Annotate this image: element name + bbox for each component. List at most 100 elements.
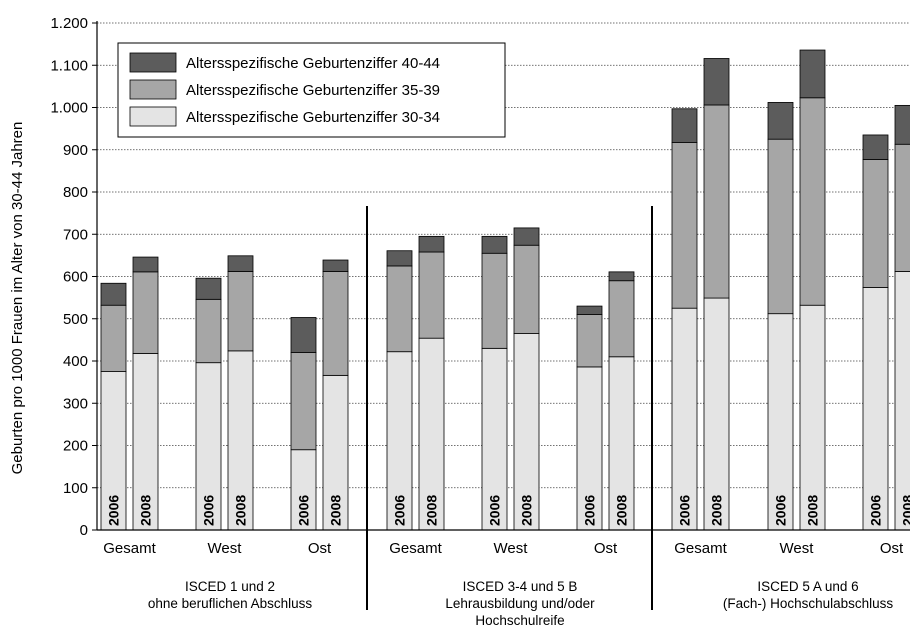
group-label: ohne beruflichen Abschluss <box>148 596 313 611</box>
bar-segment <box>227 255 254 272</box>
y-tick-label: 600 <box>63 269 88 286</box>
x-tick-label: Ost <box>594 540 618 557</box>
bar-year-label: 2008 <box>519 495 535 526</box>
x-tick-label: Gesamt <box>674 540 727 557</box>
y-tick-label: 1.000 <box>50 100 88 117</box>
y-tick-label: 300 <box>63 395 88 412</box>
bar-segment <box>894 143 910 272</box>
group-label: (Fach-) Hochschulabschluss <box>723 596 894 611</box>
bar-segment <box>418 251 445 339</box>
y-tick-label: 500 <box>63 311 88 328</box>
bar-year-label: 2008 <box>709 495 725 526</box>
bar-segment <box>132 352 159 531</box>
bar-year-label: 2008 <box>805 495 821 526</box>
bar-year-label: 2008 <box>614 495 630 526</box>
bar-segment <box>671 142 698 309</box>
y-tick-label: 800 <box>63 184 88 201</box>
group-label: ISCED 5 A und 6 <box>757 579 858 594</box>
legend-swatch <box>129 52 177 73</box>
bar-segment <box>322 271 349 376</box>
legend-label: Altersspezifische Geburtenziffer 40-44 <box>186 55 440 72</box>
bar-segment <box>386 250 413 267</box>
y-tick-label: 700 <box>63 226 88 243</box>
y-tick-label: 400 <box>63 353 88 370</box>
bars: 2006 2008 2006 2008 2006 2008 2006 2008 2006 2008… <box>100 49 910 531</box>
bar-year-label: 2006 <box>487 495 503 526</box>
bar-segment <box>799 97 826 306</box>
legend-label: Altersspezifische Geburtenziffer 35-39 <box>186 82 440 99</box>
bar-year-label: 2008 <box>233 495 249 526</box>
bar-segment <box>703 104 730 299</box>
bar-year-label: 2006 <box>868 495 884 526</box>
y-tick-label: 1.100 <box>50 57 88 74</box>
bar-segment <box>290 449 317 531</box>
x-tick-label: Ost <box>880 540 904 557</box>
bar-segment <box>195 298 222 364</box>
bar-segment <box>227 271 254 352</box>
bar-segment <box>862 159 889 288</box>
bar-segment <box>608 356 635 531</box>
legend-swatch <box>129 106 177 127</box>
bar-segment <box>132 271 159 354</box>
bar-segment <box>100 304 127 372</box>
bar-year-label: 2006 <box>201 495 217 526</box>
x-axis-labels: Gesamt West Ost Gesamt West Ost Gesamt West Ost I… <box>103 206 904 628</box>
bar-segment <box>481 235 508 254</box>
y-tick-label: 0 <box>80 522 88 539</box>
bar-segment <box>608 280 635 358</box>
bar-segment <box>386 265 413 353</box>
bar-segment <box>322 259 349 272</box>
bar-year-label: 2008 <box>328 495 344 526</box>
bar-segment <box>513 333 540 531</box>
bar-segment <box>799 49 826 99</box>
bar-year-label: 2006 <box>677 495 693 526</box>
y-axis: 0 100 200 300 400 500 600 700 800 900 1.000 1.100 1.… <box>50 15 910 539</box>
bar-segment <box>195 277 222 300</box>
bar-year-label: 2006 <box>773 495 789 526</box>
bar-year-label: 2008 <box>900 495 910 526</box>
group-label: ISCED 1 und 2 <box>185 579 275 594</box>
y-tick-label: 200 <box>63 438 88 455</box>
x-tick-label: Gesamt <box>103 540 156 557</box>
bar-segment <box>132 256 159 273</box>
x-tick-label: Gesamt <box>389 540 442 557</box>
bar-segment <box>418 235 445 253</box>
bar-segment <box>608 271 635 282</box>
group-label: ISCED 3-4 und 5 B <box>463 579 578 594</box>
bar-year-label: 2008 <box>138 495 154 526</box>
bar-segment <box>513 244 540 334</box>
bar-segment <box>290 317 317 353</box>
bar-year-label: 2006 <box>392 495 408 526</box>
legend-swatch <box>129 79 177 100</box>
bar-year-label: 2006 <box>106 495 122 526</box>
bar-segment <box>576 314 603 368</box>
x-tick-label: Ost <box>308 540 332 557</box>
bar-segment <box>576 305 603 315</box>
bar-segment <box>862 134 889 160</box>
bar-segment <box>322 374 349 531</box>
legend: Altersspezifische Geburtenziffer 40-44 Al… <box>117 42 506 138</box>
bar-segment <box>862 287 889 531</box>
group-label: Lehrausbildung und/oder <box>445 596 595 611</box>
bar-segment <box>290 352 317 451</box>
bar-segment <box>767 138 794 315</box>
group-label: Hochschulreife <box>475 613 564 628</box>
x-tick-label: West <box>780 540 815 557</box>
y-tick-label: 100 <box>63 480 88 497</box>
bar-year-label: 2006 <box>296 495 312 526</box>
bar-segment <box>481 347 508 531</box>
bar-segment <box>100 371 127 531</box>
bar-year-label: 2006 <box>582 495 598 526</box>
bar-segment <box>767 313 794 531</box>
x-tick-label: West <box>494 540 529 557</box>
bar-segment <box>481 252 508 349</box>
bar-segment <box>418 337 445 531</box>
bar-year-label: 2008 <box>424 495 440 526</box>
bar-segment <box>894 104 910 145</box>
y-tick-label: 900 <box>63 142 88 159</box>
bar-segment <box>100 282 127 306</box>
bar-segment <box>671 108 698 143</box>
bar-segment <box>894 271 910 531</box>
y-tick-label: 1.200 <box>50 15 88 32</box>
